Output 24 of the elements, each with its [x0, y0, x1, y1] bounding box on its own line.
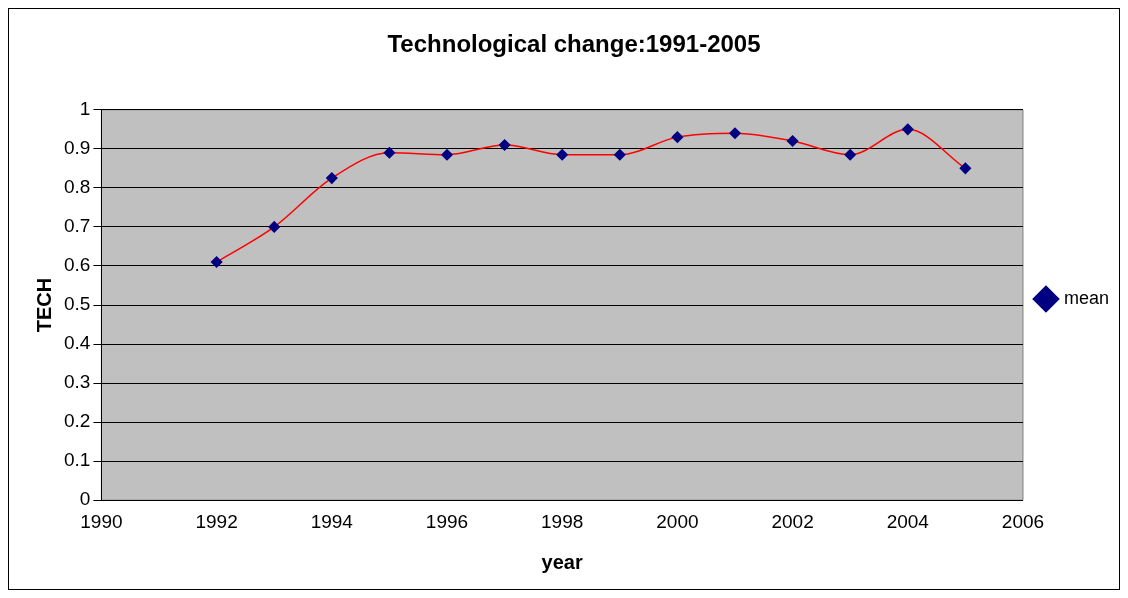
y-tick-label: 0 — [79, 488, 91, 510]
legend-label: mean — [1063, 287, 1109, 308]
x-axis-title: year — [541, 550, 583, 573]
y-tick-label: 0.6 — [63, 254, 91, 276]
y-tick-label: 1 — [79, 98, 91, 120]
x-tick-label: 1990 — [80, 510, 123, 532]
x-tick-label: 1998 — [541, 510, 584, 532]
y-tick-label: 0.1 — [63, 449, 91, 471]
y-tick-label: 0.3 — [63, 371, 91, 393]
x-tick-label: 1992 — [195, 510, 238, 532]
y-tick-label: 0.7 — [63, 215, 91, 237]
x-tick-label: 2002 — [771, 510, 814, 532]
y-tick-label: 0.2 — [63, 410, 91, 432]
y-tick-label: 0.4 — [63, 332, 91, 354]
y-axis-title: TECH — [32, 277, 55, 333]
y-tick-label: 0.5 — [63, 293, 91, 315]
chart-title: Technological change:1991-2005 — [387, 30, 761, 58]
x-tick-label: 1994 — [310, 510, 354, 532]
x-tick-label: 2006 — [1001, 510, 1045, 532]
x-tick-label: 1996 — [425, 510, 469, 532]
y-tick-label: 0.8 — [63, 176, 91, 198]
x-tick-label: 2004 — [886, 510, 930, 532]
y-tick-label: 0.9 — [63, 137, 91, 159]
x-tick-label: 2000 — [656, 510, 699, 532]
